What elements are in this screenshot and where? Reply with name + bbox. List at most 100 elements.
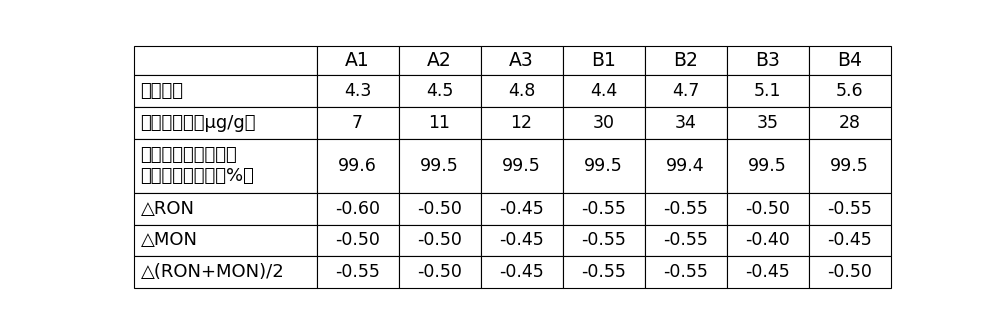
Text: -0.50: -0.50 (335, 231, 380, 250)
Bar (809, 224, 891, 256)
Bar (809, 139, 891, 193)
Bar (727, 75, 809, 107)
Bar (317, 75, 399, 107)
Bar (134, 256, 317, 288)
Text: 4.4: 4.4 (590, 82, 617, 100)
Text: 7: 7 (352, 114, 363, 132)
Bar (727, 107, 809, 139)
Text: -0.55: -0.55 (581, 263, 626, 281)
Bar (563, 75, 645, 107)
Bar (645, 224, 727, 256)
Text: -0.45: -0.45 (827, 231, 872, 250)
Text: -0.60: -0.60 (335, 200, 380, 217)
Bar (481, 224, 563, 256)
Text: B2: B2 (673, 51, 698, 70)
Text: -0.55: -0.55 (663, 200, 708, 217)
Bar (134, 75, 317, 107)
Bar (481, 75, 563, 107)
Text: -0.50: -0.50 (827, 263, 872, 281)
Text: 4.8: 4.8 (508, 82, 535, 100)
Bar (481, 107, 563, 139)
Bar (727, 224, 809, 256)
Bar (727, 193, 809, 224)
Bar (399, 46, 481, 75)
Text: 30: 30 (593, 114, 615, 132)
Bar (399, 75, 481, 107)
Text: -0.40: -0.40 (745, 231, 790, 250)
Text: △(RON+MON)/2: △(RON+MON)/2 (140, 263, 284, 281)
Text: 4.3: 4.3 (344, 82, 371, 100)
Text: 磨损指数: 磨损指数 (140, 82, 184, 100)
Bar (317, 46, 399, 75)
Text: B1: B1 (591, 51, 616, 70)
Bar (317, 107, 399, 139)
Text: 99.5: 99.5 (830, 157, 869, 175)
Bar (134, 107, 317, 139)
Bar (727, 46, 809, 75)
Bar (317, 224, 399, 256)
Text: 99.5: 99.5 (420, 157, 459, 175)
Bar (317, 256, 399, 288)
Bar (645, 107, 727, 139)
Text: 99.5: 99.5 (584, 157, 623, 175)
Text: -0.50: -0.50 (417, 200, 462, 217)
Bar (134, 139, 317, 193)
Bar (317, 193, 399, 224)
Bar (481, 46, 563, 75)
Bar (563, 256, 645, 288)
Bar (399, 107, 481, 139)
Bar (645, 256, 727, 288)
Text: A2: A2 (427, 51, 452, 70)
Text: -0.45: -0.45 (745, 263, 790, 281)
Text: -0.55: -0.55 (335, 263, 380, 281)
Bar (399, 193, 481, 224)
Text: 5.1: 5.1 (754, 82, 781, 100)
Bar (645, 139, 727, 193)
Text: -0.45: -0.45 (499, 200, 544, 217)
Text: -0.55: -0.55 (827, 200, 872, 217)
Bar (727, 139, 809, 193)
Bar (645, 193, 727, 224)
Text: B3: B3 (755, 51, 780, 70)
Text: -0.55: -0.55 (663, 231, 708, 250)
Text: 35: 35 (757, 114, 779, 132)
Text: 34: 34 (675, 114, 697, 132)
Bar (727, 256, 809, 288)
Text: A1: A1 (345, 51, 370, 70)
Text: -0.55: -0.55 (663, 263, 708, 281)
Text: 28: 28 (839, 114, 861, 132)
Bar (809, 256, 891, 288)
Bar (645, 75, 727, 107)
Bar (134, 46, 317, 75)
Text: -0.50: -0.50 (417, 263, 462, 281)
Text: 99.6: 99.6 (338, 157, 377, 175)
Text: B4: B4 (837, 51, 862, 70)
Bar (809, 46, 891, 75)
Bar (481, 139, 563, 193)
Text: -0.50: -0.50 (417, 231, 462, 250)
Bar (645, 46, 727, 75)
Text: 99.5: 99.5 (502, 157, 541, 175)
Text: 11: 11 (429, 114, 451, 132)
Text: △MON: △MON (140, 231, 198, 250)
Bar (563, 107, 645, 139)
Text: △RON: △RON (140, 200, 194, 217)
Bar (809, 107, 891, 139)
Bar (134, 193, 317, 224)
Bar (809, 75, 891, 107)
Text: -0.50: -0.50 (745, 200, 790, 217)
Bar (809, 193, 891, 224)
Bar (563, 224, 645, 256)
Bar (481, 256, 563, 288)
Bar (481, 193, 563, 224)
Text: 脱硫催化剂稳定后的
产品汽油的收率（%）: 脱硫催化剂稳定后的 产品汽油的收率（%） (140, 147, 254, 185)
Bar (399, 256, 481, 288)
Bar (399, 139, 481, 193)
Bar (134, 224, 317, 256)
Text: 99.5: 99.5 (748, 157, 787, 175)
Text: -0.55: -0.55 (581, 200, 626, 217)
Text: 4.5: 4.5 (426, 82, 453, 100)
Text: 产品硫含量（μg/g）: 产品硫含量（μg/g） (140, 114, 256, 132)
Bar (563, 46, 645, 75)
Bar (317, 139, 399, 193)
